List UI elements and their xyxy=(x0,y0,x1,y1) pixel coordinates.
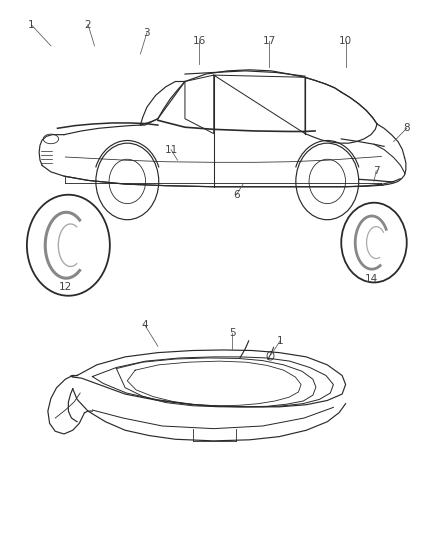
Text: 7: 7 xyxy=(373,166,379,176)
Text: 6: 6 xyxy=(233,190,240,200)
Text: 8: 8 xyxy=(403,123,410,133)
Text: 10: 10 xyxy=(339,36,352,45)
Text: 1: 1 xyxy=(277,336,283,346)
Text: 16: 16 xyxy=(193,36,206,45)
Text: 14: 14 xyxy=(364,274,378,284)
Text: 1: 1 xyxy=(28,20,35,30)
Text: 4: 4 xyxy=(141,320,148,330)
Text: 5: 5 xyxy=(229,328,235,338)
Text: 11: 11 xyxy=(164,144,177,155)
Text: 2: 2 xyxy=(85,20,92,30)
Text: 3: 3 xyxy=(144,28,150,38)
Text: 12: 12 xyxy=(59,282,72,292)
Text: 17: 17 xyxy=(263,36,276,45)
